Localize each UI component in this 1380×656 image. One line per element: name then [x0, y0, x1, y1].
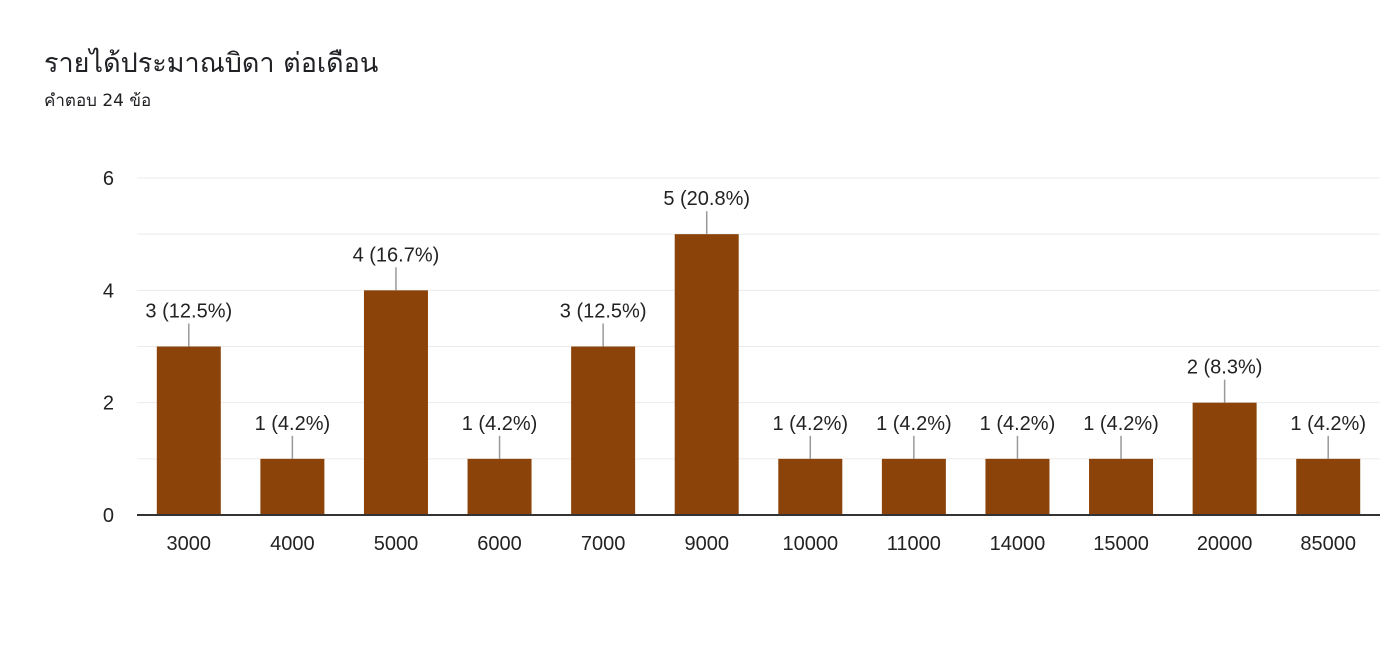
x-tick-label: 6000 — [477, 533, 522, 555]
chart-title: รายได้ประมาณบิดา ต่อเดือน — [44, 48, 379, 79]
x-tick-label: 11000 — [887, 533, 941, 555]
y-tick-label: 2 — [103, 393, 114, 415]
x-tick-label: 10000 — [782, 533, 838, 555]
x-tick-label: 5000 — [374, 533, 419, 555]
bar[interactable] — [467, 458, 532, 515]
bar[interactable] — [156, 346, 221, 516]
data-label: 3 (12.5%) — [145, 301, 232, 323]
bar[interactable] — [260, 458, 325, 515]
bar[interactable] — [778, 458, 843, 515]
x-tick-label: 85000 — [1300, 533, 1356, 555]
bar[interactable] — [985, 458, 1050, 515]
x-tick-label: 3000 — [167, 533, 212, 555]
data-label: 5 (20.8%) — [663, 188, 750, 210]
data-label: 1 (4.2%) — [980, 413, 1056, 435]
gridlines — [137, 177, 1380, 460]
question-header: รายได้ประมาณบิดา ต่อเดือน คำตอบ 24 ข้อ — [44, 46, 378, 112]
bar[interactable] — [1089, 458, 1154, 515]
x-tick-label: 15000 — [1093, 533, 1149, 555]
data-label: 1 (4.2%) — [1290, 413, 1366, 435]
x-tick-label: 4000 — [270, 533, 315, 555]
data-label: 1 (4.2%) — [876, 413, 952, 435]
data-labels: 3 (12.5%) 1 (4.2%) 4 (16.7%) 1 (4.2%) 3 (12.… — [145, 188, 1366, 435]
bar[interactable] — [881, 458, 946, 515]
data-label: 1 (4.2%) — [772, 413, 848, 435]
data-label-leaders — [188, 211, 1329, 459]
x-tick-label: 7000 — [581, 533, 626, 555]
x-axis-ticks: 3000 4000 5000 6000 7000 9000 10000 11000 14000 1… — [167, 533, 1356, 555]
bar[interactable] — [1192, 402, 1257, 515]
x-tick-label: 20000 — [1197, 533, 1253, 555]
response-count: คำตอบ 24 ข้อ — [44, 91, 152, 111]
y-tick-label: 0 — [103, 505, 114, 527]
y-tick-label: 4 — [103, 280, 114, 302]
bar[interactable] — [571, 346, 636, 516]
data-label: 1 (4.2%) — [255, 413, 331, 435]
bar[interactable] — [674, 234, 739, 515]
data-label: 3 (12.5%) — [560, 301, 647, 323]
bar[interactable] — [363, 290, 428, 515]
y-axis-ticks: 0 2 4 6 — [103, 168, 114, 527]
x-tick-label: 9000 — [684, 533, 729, 555]
y-tick-label: 6 — [103, 168, 114, 190]
data-label: 4 (16.7%) — [353, 244, 440, 266]
bar[interactable] — [1296, 458, 1361, 515]
data-label: 2 (8.3%) — [1187, 357, 1263, 379]
data-label: 1 (4.2%) — [462, 413, 538, 435]
bars — [156, 234, 1361, 516]
data-label: 1 (4.2%) — [1083, 413, 1159, 435]
x-tick-label: 14000 — [990, 533, 1046, 555]
